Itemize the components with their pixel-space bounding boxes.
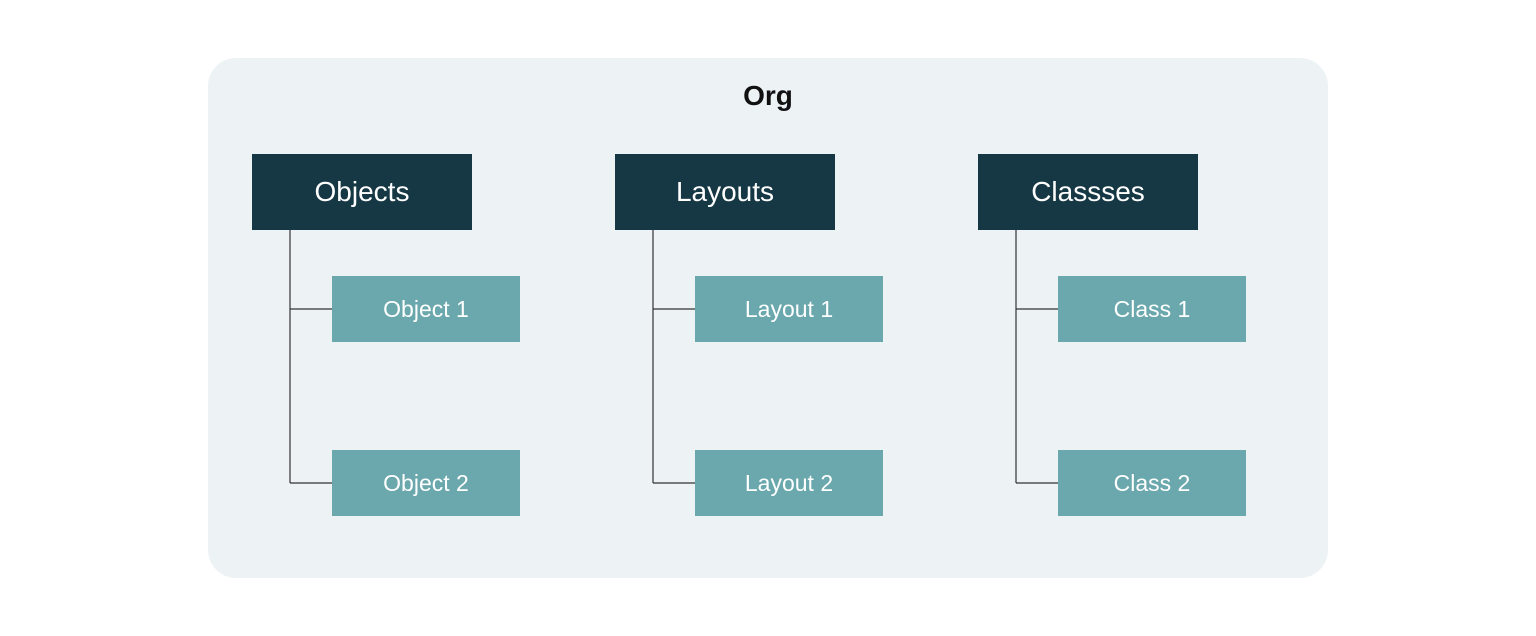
child-node: Class 1 — [1058, 276, 1246, 342]
parent-node: Objects — [252, 154, 472, 230]
child-node: Object 2 — [332, 450, 520, 516]
child-node: Layout 2 — [695, 450, 883, 516]
child-node: Class 2 — [1058, 450, 1246, 516]
child-node: Layout 1 — [695, 276, 883, 342]
child-node: Object 1 — [332, 276, 520, 342]
diagram-title: Org — [743, 80, 793, 112]
parent-node: Layouts — [615, 154, 835, 230]
parent-node: Classses — [978, 154, 1198, 230]
org-hierarchy-diagram: Org Objects Object 1 Object 2 Layouts Layout… — [208, 58, 1328, 578]
